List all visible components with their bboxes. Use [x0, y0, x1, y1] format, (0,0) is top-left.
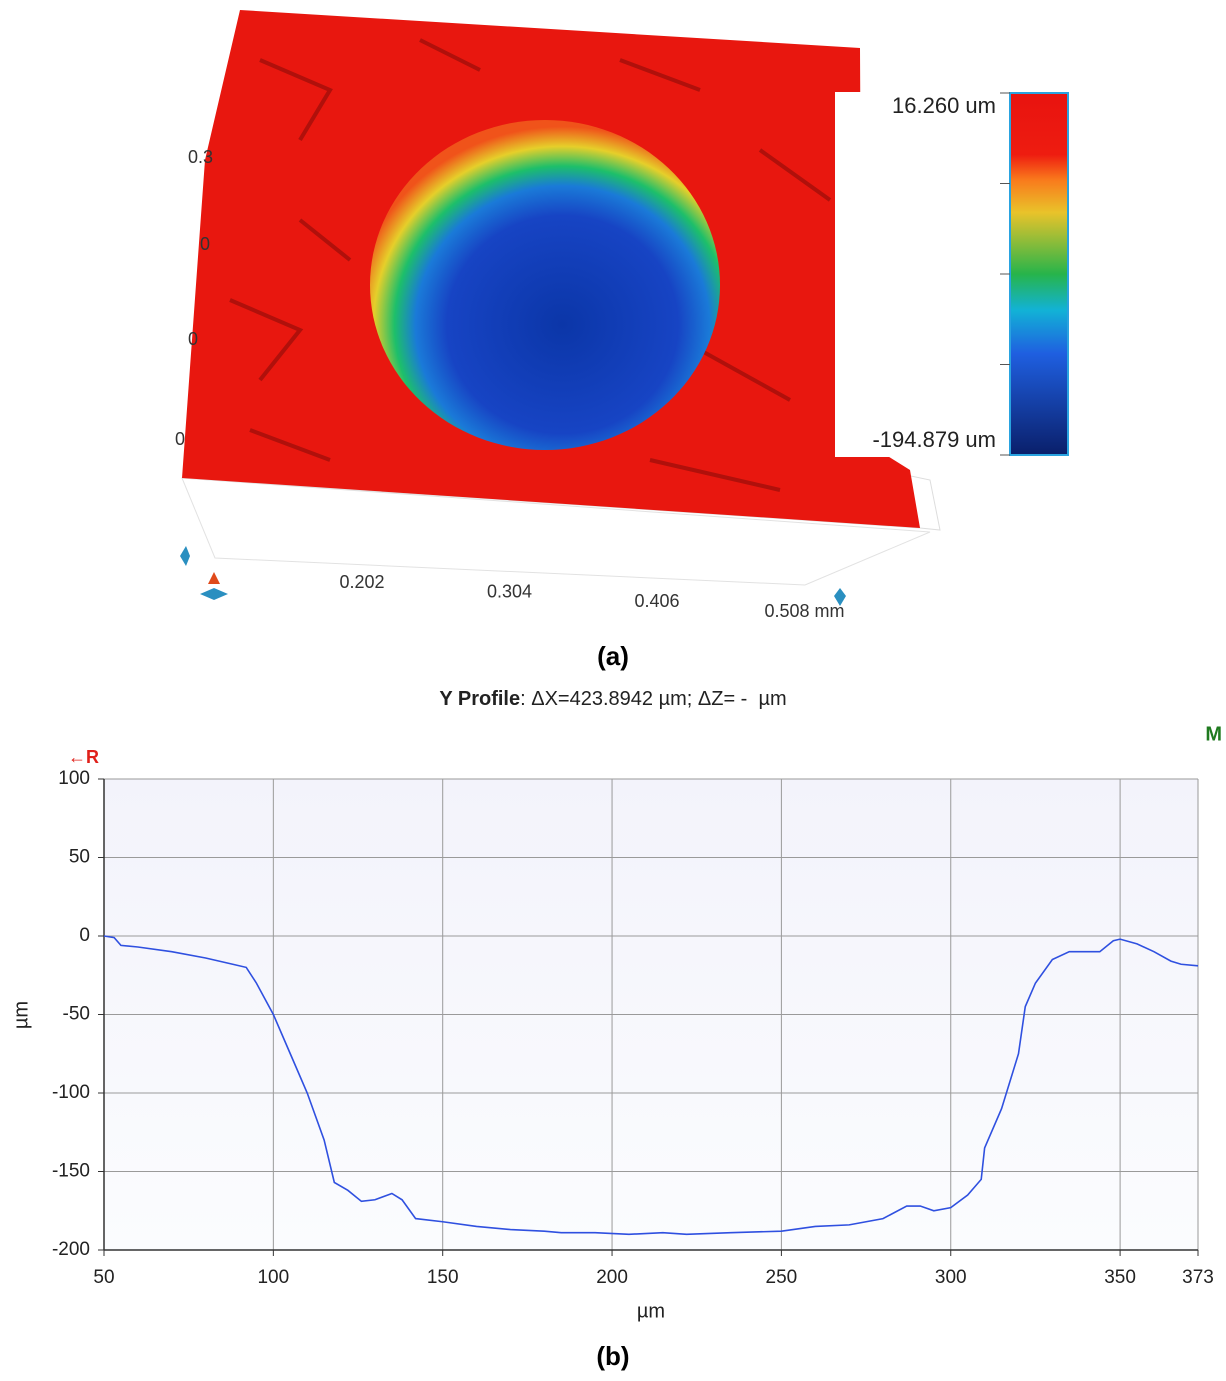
y-tick-label: 0	[188, 329, 198, 349]
y-tick-label: 0	[175, 429, 185, 449]
x-tick-label: 200	[596, 1267, 628, 1288]
y-tick-label: 50	[69, 847, 90, 868]
y-tick-label: 0.3	[188, 147, 213, 167]
profile-line	[103, 935, 1199, 1236]
y-tick-label: -150	[52, 1161, 90, 1182]
x-axis-label: µm	[637, 1300, 665, 1322]
axis-box	[181, 477, 931, 586]
y-tick-label: 100	[58, 768, 90, 789]
x-tick-label: 0.406	[634, 591, 679, 611]
x-tick-label: 0.304	[487, 581, 532, 601]
panel-label: (b)	[596, 1341, 629, 1371]
title-bold: Y Profile	[439, 688, 520, 710]
colorbar-label: 16.260 um	[892, 93, 996, 118]
title-text: : ΔX=423.8942 µm; ΔZ= - µm	[520, 688, 787, 710]
crater	[370, 120, 720, 450]
y-tick-label: -100	[52, 1082, 90, 1103]
surface-texture	[229, 38, 832, 492]
marker-label: ←R	[68, 747, 99, 767]
x-tick-label: 50	[93, 1267, 114, 1288]
y-tick-label: 0	[79, 925, 90, 946]
orientation-icon	[834, 588, 846, 606]
x-tick-label: 150	[427, 1267, 459, 1288]
surface-view	[180, 10, 1070, 606]
x-tick-label: 0.508 mm	[764, 601, 844, 621]
x-tick-label: 0.202	[339, 572, 384, 592]
x-tick-label: 350	[1104, 1267, 1136, 1288]
x-tick-label: 373	[1182, 1267, 1214, 1288]
y-tick-label: -50	[63, 1004, 90, 1025]
x-tick-label: 100	[257, 1267, 289, 1288]
colorbar	[1009, 92, 1069, 456]
x-tick-label: 300	[935, 1267, 967, 1288]
y-tick-label: 0	[200, 234, 210, 254]
chart-title: Y Profile: ΔX=423.8942 µm; ΔZ= - µm	[439, 688, 786, 710]
orientation-icon	[200, 588, 228, 600]
marker-label: M	[1205, 723, 1222, 745]
colorbar-label: -194.879 um	[872, 427, 996, 452]
panel-label: (a)	[597, 641, 629, 671]
y-axis-label: µm	[10, 1001, 32, 1029]
x-tick-label: 250	[766, 1267, 798, 1288]
orientation-icon	[180, 546, 190, 566]
orientation-icon	[208, 572, 220, 584]
y-tick-label: -200	[52, 1239, 90, 1260]
